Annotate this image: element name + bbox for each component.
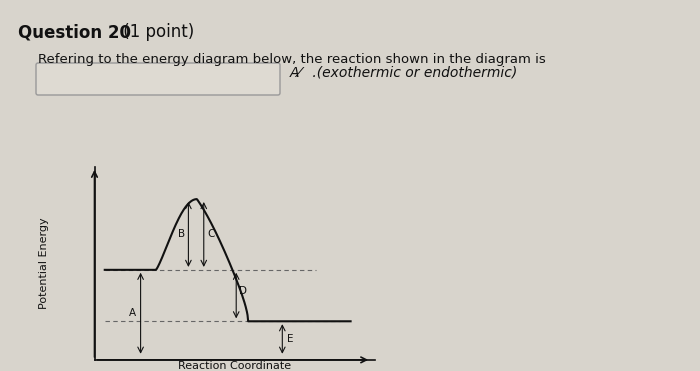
- Text: Refering to the energy diagram below, the reaction shown in the diagram is: Refering to the energy diagram below, th…: [38, 53, 546, 66]
- Text: D: D: [239, 286, 247, 296]
- Text: A: A: [129, 308, 136, 318]
- FancyBboxPatch shape: [36, 63, 280, 95]
- Text: Potential Energy: Potential Energy: [39, 218, 49, 309]
- Text: (1 point): (1 point): [118, 23, 195, 41]
- Text: B: B: [178, 230, 185, 239]
- Text: E: E: [286, 334, 293, 344]
- Text: A⁄: A⁄: [290, 66, 302, 80]
- X-axis label: Reaction Coordinate: Reaction Coordinate: [178, 361, 291, 371]
- Text: C: C: [207, 230, 214, 239]
- Text: .(exothermic or endothermic): .(exothermic or endothermic): [308, 66, 517, 80]
- Text: Question 20: Question 20: [18, 23, 131, 41]
